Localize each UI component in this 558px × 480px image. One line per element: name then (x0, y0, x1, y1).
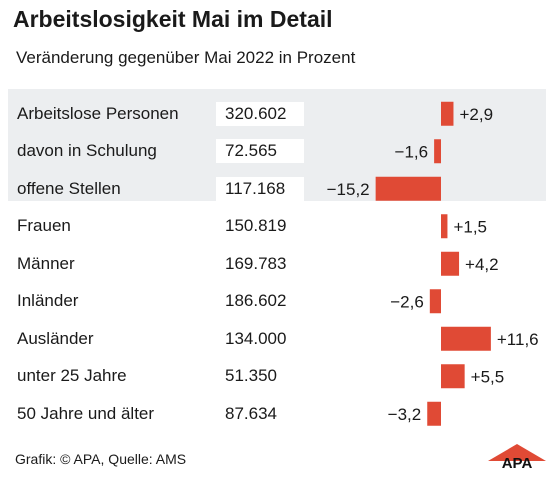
row-label: Arbeitslose Personen (17, 103, 179, 123)
absolute-value: 51.350 (216, 364, 304, 389)
bar (434, 139, 441, 164)
row-label: unter 25 Jahre (17, 366, 127, 386)
chart-title: Arbeitslosigkeit Mai im Detail (13, 6, 333, 32)
row-label: Inländer (17, 291, 79, 311)
apa-logo: APA (488, 444, 546, 469)
row-label: Frauen (17, 216, 71, 236)
bar-value-label: −3,2 (388, 405, 422, 424)
logo-text: APA (502, 455, 533, 469)
bar-value-label: −15,2 (327, 180, 370, 199)
bar-value-label: +1,5 (453, 217, 487, 236)
bar (441, 251, 460, 276)
bar-value-label: −2,6 (390, 292, 424, 311)
bar-value-label: +11,6 (497, 330, 539, 349)
bar-value-label: −1,6 (395, 142, 429, 161)
absolute-value: 117.168 (216, 176, 304, 201)
bar-value-label: +2,9 (459, 105, 493, 124)
absolute-value: 87.634 (216, 401, 304, 426)
row-label: 50 Jahre und älter (17, 403, 155, 423)
row-label: Männer (17, 253, 75, 273)
row-label: davon in Schulung (17, 141, 157, 161)
bar-value-label: +4,2 (465, 255, 499, 274)
row-label: offene Stellen (17, 178, 121, 198)
absolute-value: 320.602 (216, 101, 304, 126)
bar (427, 401, 441, 426)
absolute-value: 150.819 (216, 214, 304, 239)
bar (429, 289, 441, 314)
chart-subtitle: Veränderung gegenüber Mai 2022 in Prozen… (16, 48, 356, 67)
bar (441, 326, 491, 351)
bar (375, 176, 441, 201)
absolute-value: 169.783 (216, 251, 304, 276)
bar-value-label: +5,5 (471, 367, 505, 386)
row-label: Ausländer (17, 328, 94, 348)
absolute-value: 134.000 (216, 326, 304, 351)
bar (441, 214, 448, 239)
logo-roof-shape (488, 444, 546, 461)
absolute-value: 72.565 (216, 139, 304, 164)
bar (441, 101, 454, 126)
absolute-value: 186.602 (216, 289, 304, 314)
bar (441, 364, 465, 389)
source-note: Grafik: © APA, Quelle: AMS (15, 451, 187, 467)
